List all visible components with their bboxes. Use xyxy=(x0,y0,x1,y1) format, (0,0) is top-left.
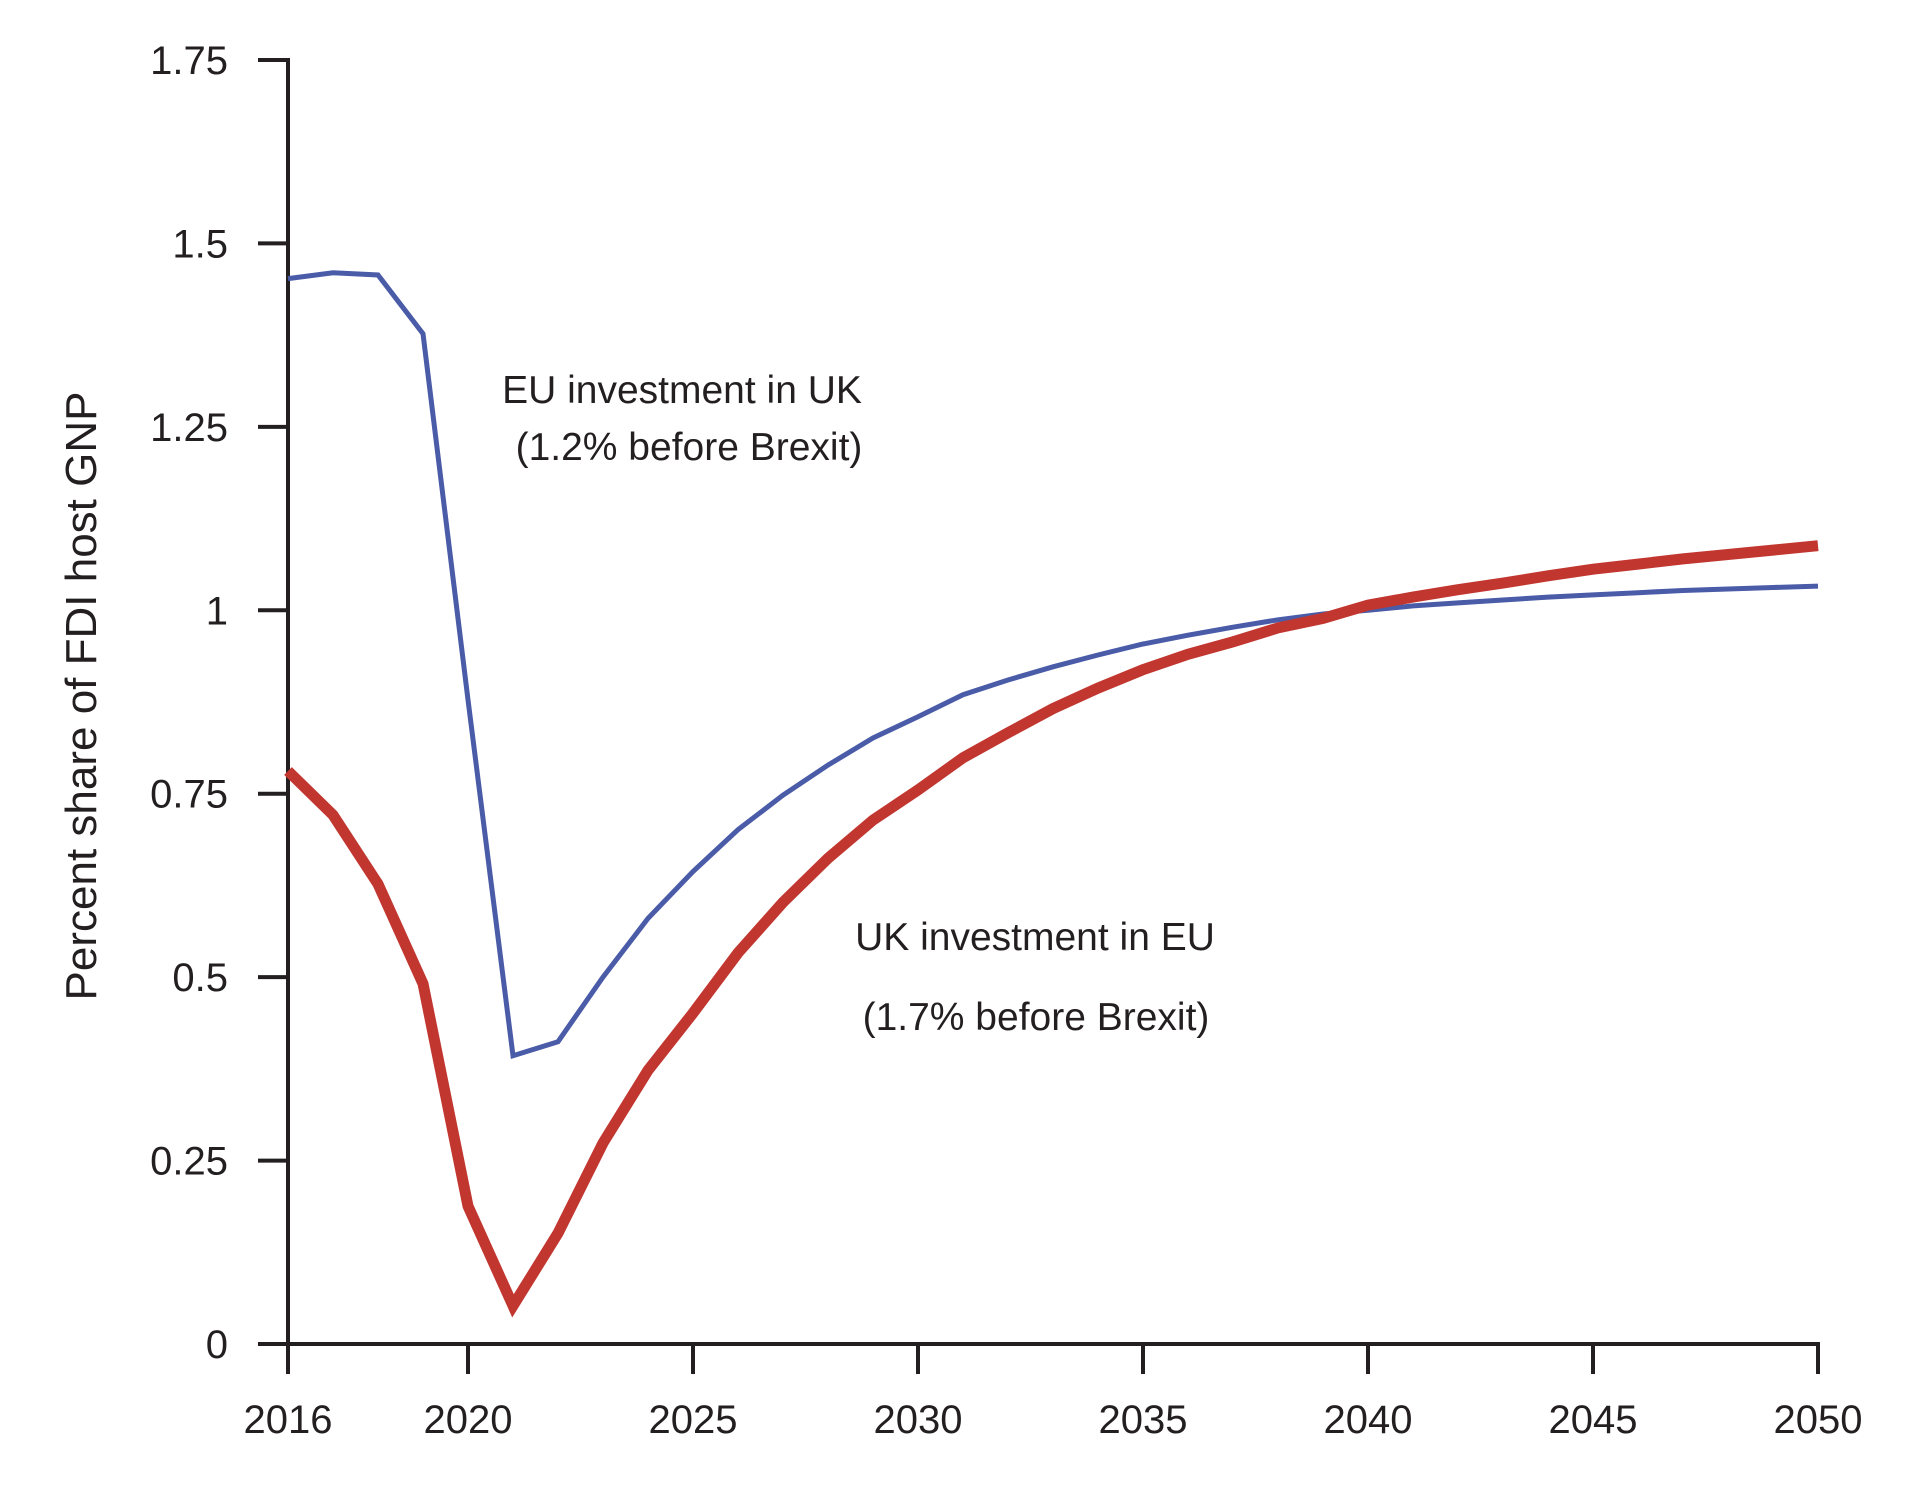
y-axis-ticks: 0 0.25 0.5 0.75 1 1.25 1.5 1.75 xyxy=(150,39,288,1367)
x-tick-label: 2016 xyxy=(244,1398,333,1442)
annotation-uk-line1: UK investment in EU xyxy=(855,916,1215,959)
annotation-eu-line2: (1.2% before Brexit) xyxy=(516,426,863,469)
x-tick-label: 2020 xyxy=(424,1398,513,1442)
annotation-uk-line2: (1.7% before Brexit) xyxy=(863,996,1210,1039)
x-tick-label: 2030 xyxy=(874,1398,963,1442)
series-line-eu-investment-in-uk xyxy=(287,270,1819,1059)
x-tick-label: 2050 xyxy=(1774,1398,1863,1442)
y-tick-label: 0 xyxy=(206,1323,228,1367)
y-tick-label: 1.5 xyxy=(172,222,228,266)
x-tick-label: 2025 xyxy=(649,1398,738,1442)
y-tick-label: 0.75 xyxy=(150,773,228,817)
series-line-uk-investment-in-eu xyxy=(284,540,1819,1318)
x-tick-label: 2045 xyxy=(1549,1398,1638,1442)
annotation-eu-line1: EU investment in UK xyxy=(502,369,862,412)
x-tick-label: 2035 xyxy=(1099,1398,1188,1442)
x-tick-label: 2040 xyxy=(1324,1398,1413,1442)
annotation-uk-investment: UK investment in EU (1.7% before Brexit) xyxy=(855,916,1215,1039)
y-tick-label: 0.25 xyxy=(150,1140,228,1184)
y-axis-title: Percent share of FDI host GNP xyxy=(57,392,106,1001)
y-tick-label: 1 xyxy=(206,589,228,633)
y-tick-label: 1.25 xyxy=(150,406,228,450)
x-axis-ticks: 2016 2020 2025 2030 2035 2040 2045 2050 xyxy=(244,1344,1863,1442)
y-tick-label: 0.5 xyxy=(172,956,228,1000)
annotation-eu-investment: EU investment in UK (1.2% before Brexit) xyxy=(502,369,862,469)
y-tick-label: 1.75 xyxy=(150,39,228,83)
